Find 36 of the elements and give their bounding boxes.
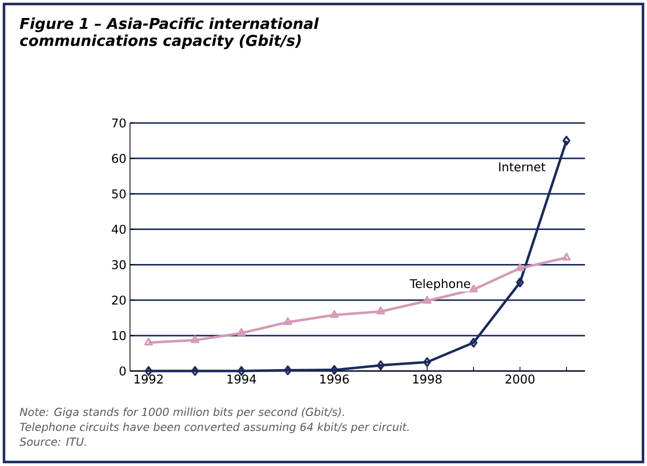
y-tick-label: 50 [112, 189, 126, 198]
point [376, 306, 386, 314]
text: Note: Giga stands for 1000 million bits per second (Gbit/s). [20, 408, 344, 418]
y-tick-label: 40 [112, 224, 126, 234]
x-tick-label: 1998 [413, 374, 442, 384]
chart-title: Figure 1 – Asia-Pacific international communications capacity (Gbit/s) [20, 18, 319, 50]
point [470, 338, 478, 348]
x-tick-label: 1994 [227, 374, 256, 384]
x-tick-label: 1996 [320, 374, 349, 384]
x-tick-label: 1992 [134, 374, 163, 384]
point [422, 296, 432, 304]
y-tick-label: 30 [112, 260, 126, 270]
y-tick-label: 70 [112, 118, 126, 128]
point [516, 263, 524, 272]
series-label: Telephone [410, 278, 470, 290]
point [144, 338, 153, 346]
point [469, 284, 478, 292]
y-tick-label: 0 [120, 366, 126, 376]
point [423, 357, 432, 368]
point [237, 328, 246, 336]
point [376, 360, 385, 370]
y-tick-label: 60 [112, 154, 126, 163]
point [190, 335, 200, 344]
series-label: Internet [499, 162, 546, 172]
point [330, 310, 339, 318]
point [191, 366, 199, 376]
point [562, 252, 571, 261]
y-tick-label: 10 [112, 331, 126, 340]
point [284, 365, 292, 376]
text: Telephone circuits have been converted assuming 64 kbit/s per circuit. [20, 422, 409, 434]
point [516, 278, 524, 288]
point [330, 365, 338, 375]
point [283, 317, 292, 326]
x-tick-label: 2000 [506, 374, 534, 384]
y-tick-label: 20 [112, 296, 126, 305]
source-note: Source: ITU. [20, 438, 86, 446]
